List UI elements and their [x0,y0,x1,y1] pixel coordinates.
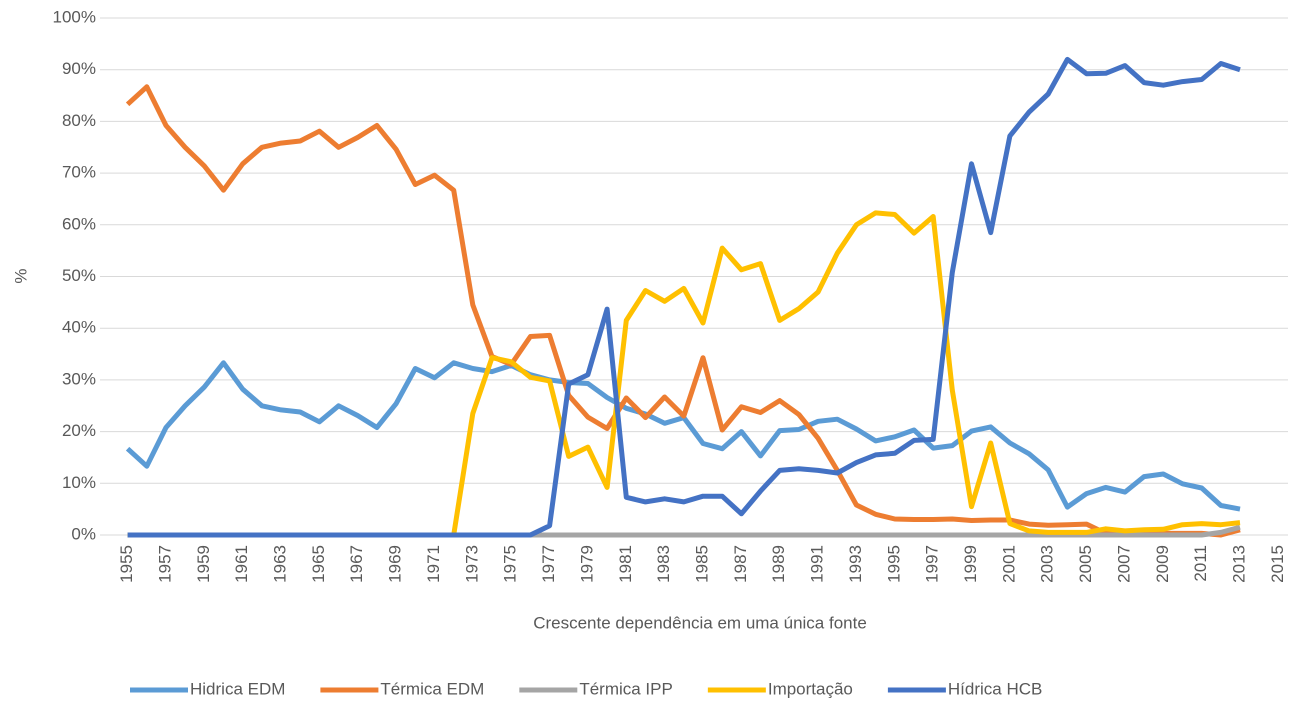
y-tick-label: 80% [62,111,96,130]
x-tick-label: 1963 [271,545,290,583]
x-tick-label: 1955 [117,545,136,583]
x-tick-label: 1957 [155,545,174,583]
x-tick-label: 2013 [1230,545,1249,583]
x-tick-label: 1983 [654,545,673,583]
legend-label: Hídrica HCB [948,679,1042,698]
y-axis-label: % [11,268,30,283]
x-axis-label: Crescente dependência em uma única fonte [533,613,867,632]
line [127,56,1241,538]
legend-label: Hidrica EDM [190,679,285,698]
x-tick-label: 1959 [194,545,213,583]
x-tick-label: 1995 [884,545,903,583]
x-tick-label: 1993 [846,545,865,583]
y-tick-label: 30% [62,369,96,388]
x-tick-label: 2015 [1268,545,1287,583]
legend-label: Térmica EDM [380,679,484,698]
x-tick-label: 1979 [577,545,596,583]
x-tick-label: 2001 [999,545,1018,583]
y-tick-label: 20% [62,421,96,440]
y-tick-label: 60% [62,214,96,233]
y-tick-label: 40% [62,318,96,337]
x-tick-label: 1985 [692,545,711,583]
x-tick-label: 1973 [462,545,481,583]
x-tick-label: 1989 [769,545,788,583]
x-tick-label: 1965 [309,545,328,583]
x-tick-label: 2005 [1076,545,1095,583]
x-tick-label: 1981 [616,545,635,583]
x-tick-label: 2009 [1153,545,1172,583]
y-tick-label: 90% [62,59,96,78]
legend-label: Térmica IPP [579,679,673,698]
x-tick-label: 1999 [961,545,980,583]
legend-label: Importação [768,679,853,698]
x-tick-label: 2007 [1114,545,1133,583]
x-tick-label: 1977 [539,545,558,583]
x-tick-label: 1987 [731,545,750,583]
line [125,84,1241,538]
x-tick-label: 2003 [1038,545,1057,583]
y-tick-label: 100% [53,7,96,26]
y-tick-label: 10% [62,473,96,492]
x-tick-label: 1997 [923,545,942,583]
line [125,360,1241,512]
x-tick-label: 1969 [386,545,405,583]
x-tick-label: 1967 [347,545,366,583]
x-tick-label: 2011 [1191,545,1210,582]
y-tick-label: 0% [71,524,96,543]
x-tick-label: 1961 [232,545,251,583]
y-tick-label: 50% [62,266,96,285]
line [127,210,1241,538]
x-tick-label: 1975 [501,545,520,583]
y-tick-label: 70% [62,163,96,182]
x-tick-label: 1971 [424,545,443,583]
x-tick-label: 1991 [808,545,827,583]
